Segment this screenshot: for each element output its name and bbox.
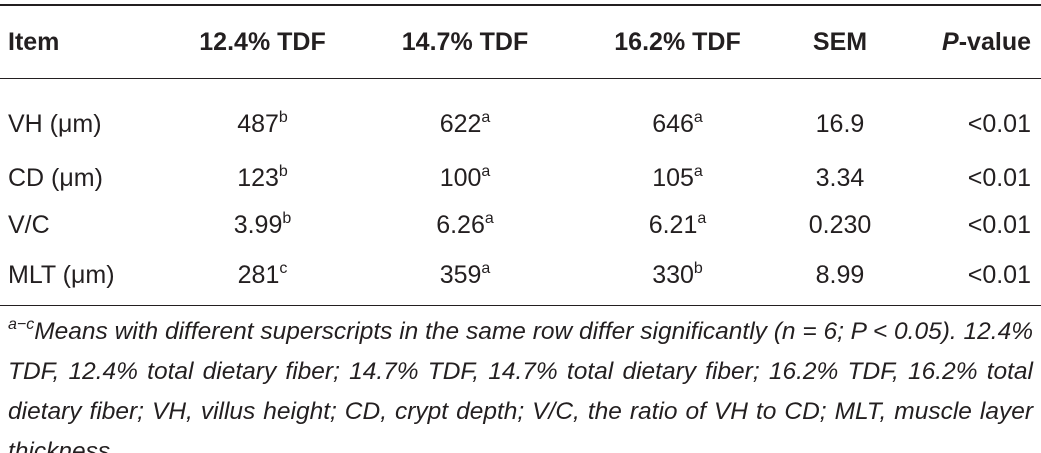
column-header: 16.2% TDF [570,4,785,79]
superscript: c [279,259,288,277]
superscript: a [697,210,707,227]
table-cell: 8.99 [785,249,895,306]
superscript: a [481,259,491,277]
table-cell: 16.9 [815,109,865,138]
row-label: MLT (μm) [0,249,165,306]
italic-text: P [942,27,959,56]
table-cell: 3.34 [815,164,865,192]
column-header: 14.7% TDF [360,4,570,79]
table-cell: <0.01 [967,211,1031,239]
text: -value [958,27,1031,56]
footnote-superscript: a−c [8,316,35,333]
superscript: a [481,163,491,180]
column-header: 12.4% TDF [165,4,360,79]
superscript: b [278,108,288,126]
value: 100 [439,164,482,192]
table-cell: 359a [360,249,570,306]
value: 359 [439,260,482,289]
value: 281 [237,260,280,289]
value: 622 [439,109,482,138]
row-label: CD (μm) [8,164,103,192]
table-row: MLT (μm) 281c 359a 330b 8.99 <0.01 [0,249,1041,306]
footnote-text: Means with different superscripts in the… [8,318,1033,453]
header-row: Item 12.4% TDF 14.7% TDF 16.2% TDF SEM P-valu… [0,4,1041,79]
table-cell: 646a [570,79,785,156]
superscript: a [484,210,494,227]
footnote: a−cMeans with different superscripts in … [0,306,1041,453]
table-cell: 487b [165,79,360,156]
table-cell: <0.01 [967,109,1031,138]
superscript: b [282,210,292,227]
superscript: a [693,108,703,126]
value: 3.99 [233,211,283,239]
table-cell: 281c [165,249,360,306]
value: 123 [237,164,279,192]
value: 330 [652,260,694,289]
table-cell: <0.01 [967,164,1031,192]
superscript: b [693,259,703,277]
table-cell: 6.21a [570,202,785,249]
table-cell: 330b [570,249,785,306]
value: 105 [652,164,694,192]
row-label: V/C [8,211,50,239]
data-table: Item 12.4% TDF 14.7% TDF 16.2% TDF SEM P-valu… [0,4,1041,306]
table-cell: 123b [165,155,360,202]
value: 646 [652,109,694,138]
table-row: V/C 3.99b 6.26a 6.21a 0.230 <0.01 [0,202,1041,249]
value: 6.21 [648,211,698,239]
table-cell: 105a [570,155,785,202]
table-cell: 622a [360,79,570,156]
table-row: CD (μm) 123b 100a 105a 3.34 <0.01 [0,155,1041,202]
table-cell: 3.99b [165,202,360,249]
superscript: a [693,163,703,180]
superscript: a [481,108,491,126]
value: 487 [237,109,279,138]
column-header: Item [0,4,165,79]
row-label: VH (μm) [8,109,102,138]
table-header: Item 12.4% TDF 14.7% TDF 16.2% TDF SEM P-valu… [0,4,1041,79]
column-header: SEM [785,4,895,79]
table-cell: 6.26a [360,202,570,249]
table-cell: 0.230 [808,211,872,239]
table-cell: <0.01 [895,249,1041,306]
table-body: VH (μm) 487b 622a 646a 16.9 <0.01 CD (μm) 123b 1… [0,79,1041,306]
superscript: b [278,163,288,180]
value: 6.26 [436,211,485,239]
table-cell: 100a [360,155,570,202]
column-header: P-value [895,4,1041,79]
table-row: VH (μm) 487b 622a 646a 16.9 <0.01 [0,79,1041,156]
